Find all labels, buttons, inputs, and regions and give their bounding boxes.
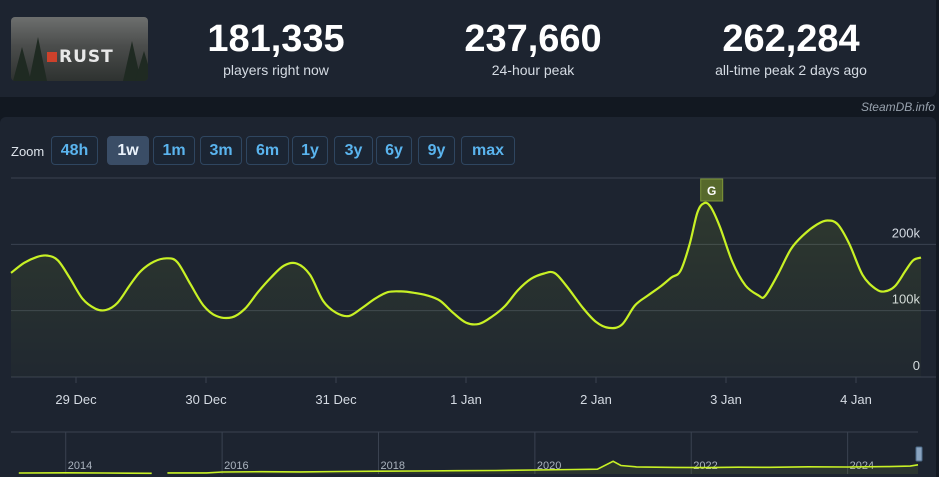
steamdb-credit-link[interactable]: SteamDB.info bbox=[860, 100, 935, 114]
zoom-3m-button[interactable]: 3m bbox=[200, 136, 242, 165]
zoom-3y-button[interactable]: 3y bbox=[334, 136, 373, 165]
zoom-1y-button[interactable]: 1y bbox=[292, 136, 328, 165]
stats-header: RUST 181,335 players right now 237,660 2… bbox=[0, 0, 936, 97]
x-tick-label: 30 Dec bbox=[185, 392, 227, 407]
x-tick-label: 3 Jan bbox=[710, 392, 742, 407]
navigator-tick-label: 2018 bbox=[380, 460, 404, 472]
y-tick-label: 200k bbox=[892, 225, 921, 240]
annotation-flag[interactable] bbox=[700, 178, 724, 202]
alltime-peak-stat: 262,284 all-time peak 2 days ago bbox=[696, 18, 886, 78]
day-peak-stat: 237,660 24-hour peak bbox=[448, 18, 618, 78]
rust-logo-icon bbox=[47, 52, 57, 62]
zoom-6m-button[interactable]: 6m bbox=[246, 136, 289, 165]
day-peak-value: 237,660 bbox=[464, 18, 602, 60]
navigator-tick-label: 2024 bbox=[850, 460, 874, 472]
navigator-range-handle[interactable] bbox=[915, 446, 923, 462]
navigator-area bbox=[167, 461, 919, 474]
zoom-max-button[interactable]: max bbox=[461, 136, 515, 165]
day-peak-label: 24-hour peak bbox=[491, 62, 575, 78]
zoom-1w-button[interactable]: 1w bbox=[107, 136, 149, 165]
x-tick-label: 1 Jan bbox=[450, 392, 482, 407]
navigator-tick-label: 2022 bbox=[693, 460, 717, 472]
zoom-1m-button[interactable]: 1m bbox=[153, 136, 195, 165]
zoom-9y-button[interactable]: 9y bbox=[418, 136, 455, 165]
alltime-peak-label: all-time peak 2 days ago bbox=[715, 62, 867, 78]
x-tick-label: 2 Jan bbox=[580, 392, 612, 407]
current-players-stat: 181,335 players right now bbox=[196, 18, 356, 78]
current-players-value: 181,335 bbox=[207, 18, 345, 60]
annotation-label: G bbox=[707, 184, 716, 198]
navigator-tick-label: 2016 bbox=[224, 460, 248, 472]
series-line-players bbox=[10, 201, 922, 330]
game-logo[interactable]: RUST bbox=[11, 17, 148, 81]
current-players-label: players right now bbox=[223, 62, 329, 78]
alltime-peak-value: 262,284 bbox=[722, 18, 860, 60]
zoom-6y-button[interactable]: 6y bbox=[376, 136, 412, 165]
navigator-tick-label: 2014 bbox=[68, 460, 92, 472]
x-tick-label: 31 Dec bbox=[315, 392, 357, 407]
x-tick-label: 4 Jan bbox=[840, 392, 872, 407]
history-navigator[interactable]: 2014 2016 2018 2020 2022 2024 bbox=[0, 430, 936, 477]
series-area bbox=[11, 202, 921, 377]
x-tick-label: 29 Dec bbox=[55, 392, 97, 407]
game-logo-text: RUST bbox=[59, 47, 114, 67]
navigator-series-line bbox=[18, 471, 152, 475]
zoom-48h-button[interactable]: 48h bbox=[51, 136, 98, 165]
zoom-label: Zoom bbox=[11, 144, 45, 159]
navigator-series-line bbox=[167, 460, 919, 474]
